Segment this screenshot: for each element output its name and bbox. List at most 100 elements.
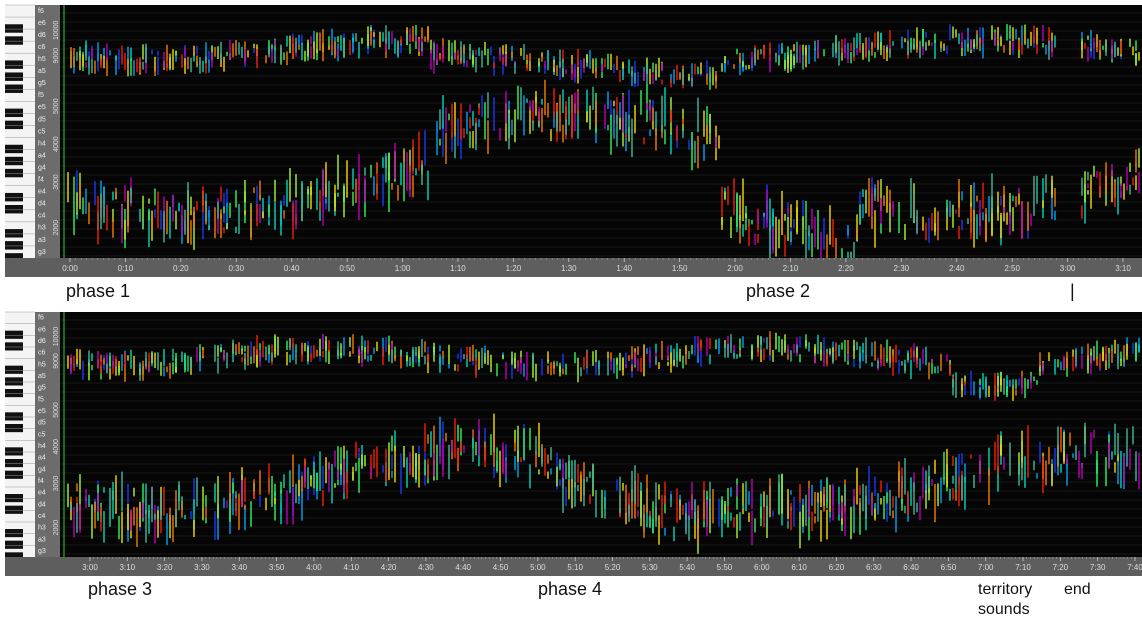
time-label: 6:20 xyxy=(829,563,845,572)
time-label: 4:40 xyxy=(455,563,471,572)
spectrogram-area xyxy=(60,312,1142,557)
note-label: f4 xyxy=(38,177,44,184)
note-label: h4 xyxy=(38,443,46,450)
phase-annotation: territory xyxy=(978,581,1032,598)
note-label: c6 xyxy=(38,44,46,51)
black-key xyxy=(5,541,23,549)
note-label: c5 xyxy=(38,128,46,135)
note-label: e5 xyxy=(38,104,46,111)
black-key xyxy=(5,459,23,467)
frequency-label: 5000 xyxy=(53,98,60,114)
note-label: d4 xyxy=(38,201,46,208)
note-label: e6 xyxy=(38,20,46,27)
note-label: g3 xyxy=(38,548,46,555)
note-label: e4 xyxy=(38,490,46,497)
time-label: 4:50 xyxy=(493,563,509,572)
time-label: 3:00 xyxy=(82,563,98,572)
frequency-label: 5000 xyxy=(53,402,60,418)
frequency-label: 9000 xyxy=(53,48,60,64)
black-key xyxy=(5,121,23,129)
time-label: 1:50 xyxy=(672,264,688,273)
frequency-label: 4000 xyxy=(53,136,60,152)
black-key xyxy=(5,85,23,93)
note-label: f6 xyxy=(38,315,44,322)
note-label: a3 xyxy=(38,536,46,543)
phase-annotation: sounds xyxy=(978,601,1030,618)
note-label: c5 xyxy=(38,431,46,438)
note-label: d5 xyxy=(38,420,46,427)
black-key xyxy=(5,424,23,432)
time-label: 1:30 xyxy=(561,264,577,273)
note-label: c6 xyxy=(38,350,46,357)
note-label: c4 xyxy=(38,513,46,520)
black-key xyxy=(5,506,23,514)
time-label: 7:40 xyxy=(1127,563,1142,572)
note-label: g4 xyxy=(38,164,46,171)
black-key xyxy=(5,447,23,455)
time-label: 5:00 xyxy=(530,563,546,572)
time-label: 1:00 xyxy=(395,264,411,273)
note-label: f6 xyxy=(38,8,44,15)
time-label: 2:40 xyxy=(949,264,965,273)
time-label: 0:50 xyxy=(339,264,355,273)
black-key xyxy=(5,229,23,237)
time-label: 3:00 xyxy=(1060,264,1076,273)
time-label: 5:30 xyxy=(642,563,658,572)
phase-annotation: phase 4 xyxy=(538,579,602,599)
time-label: 3:30 xyxy=(194,563,210,572)
note-label: g5 xyxy=(38,385,46,392)
note-label: a5 xyxy=(38,373,46,380)
time-label: 7:10 xyxy=(1015,563,1031,572)
black-key xyxy=(5,389,23,397)
time-label: 6:00 xyxy=(754,563,770,572)
time-label: 0:40 xyxy=(284,264,300,273)
frequency-label: 9000 xyxy=(53,353,60,369)
note-label: d6 xyxy=(38,32,46,39)
note-label: h3 xyxy=(38,525,46,532)
frequency-label: 3000 xyxy=(53,476,60,492)
time-label: 6:30 xyxy=(866,563,882,572)
black-key xyxy=(5,145,23,153)
time-label: 4:00 xyxy=(306,563,322,572)
black-key xyxy=(5,109,23,117)
time-label: 5:40 xyxy=(679,563,695,572)
note-label: f5 xyxy=(38,92,44,99)
note-label: a4 xyxy=(38,455,46,462)
note-label: e5 xyxy=(38,408,46,415)
time-label: 1:40 xyxy=(616,264,632,273)
time-label: 2:50 xyxy=(1004,264,1020,273)
time-label: 3:20 xyxy=(157,563,173,572)
time-label: 4:20 xyxy=(381,563,397,572)
black-key xyxy=(5,366,23,374)
black-key xyxy=(5,24,23,32)
phase-annotation: phase 1 xyxy=(66,281,130,301)
time-label: 5:10 xyxy=(567,563,583,572)
frequency-label: 4000 xyxy=(53,439,60,455)
note-label: h3 xyxy=(38,225,46,232)
spectrogram-figure: f6 e6 d6 c6 h5 a5 g5 f5 e5 d5 c5 h4 a4 g4 f4 e4 d4 c4 h3 a3… xyxy=(0,0,1142,619)
black-key xyxy=(5,169,23,177)
time-label: 1:10 xyxy=(450,264,466,273)
time-label: 7:20 xyxy=(1053,563,1069,572)
note-label: e4 xyxy=(38,189,46,196)
note-label: d4 xyxy=(38,501,46,508)
black-key xyxy=(5,342,23,350)
time-label: 2:10 xyxy=(783,264,799,273)
note-label: h5 xyxy=(38,361,46,368)
time-label: 4:10 xyxy=(343,563,359,572)
note-label: g3 xyxy=(38,249,46,256)
time-label: 0:20 xyxy=(173,264,189,273)
note-label: a5 xyxy=(38,68,46,75)
note-label: c4 xyxy=(38,213,46,220)
black-key xyxy=(5,412,23,420)
time-label: 4:30 xyxy=(418,563,434,572)
black-key xyxy=(5,36,23,44)
black-key xyxy=(5,157,23,165)
time-label: 2:30 xyxy=(894,264,910,273)
black-key xyxy=(5,494,23,502)
spectrogram-panel: f6e6d6c6h5a5g5f5e5d5c5h4a4g4f4e4d4c4h3a3… xyxy=(5,312,1142,576)
time-label: 0:30 xyxy=(228,264,244,273)
black-key xyxy=(5,241,23,249)
note-label: g5 xyxy=(38,80,46,87)
time-label: 6:10 xyxy=(791,563,807,572)
